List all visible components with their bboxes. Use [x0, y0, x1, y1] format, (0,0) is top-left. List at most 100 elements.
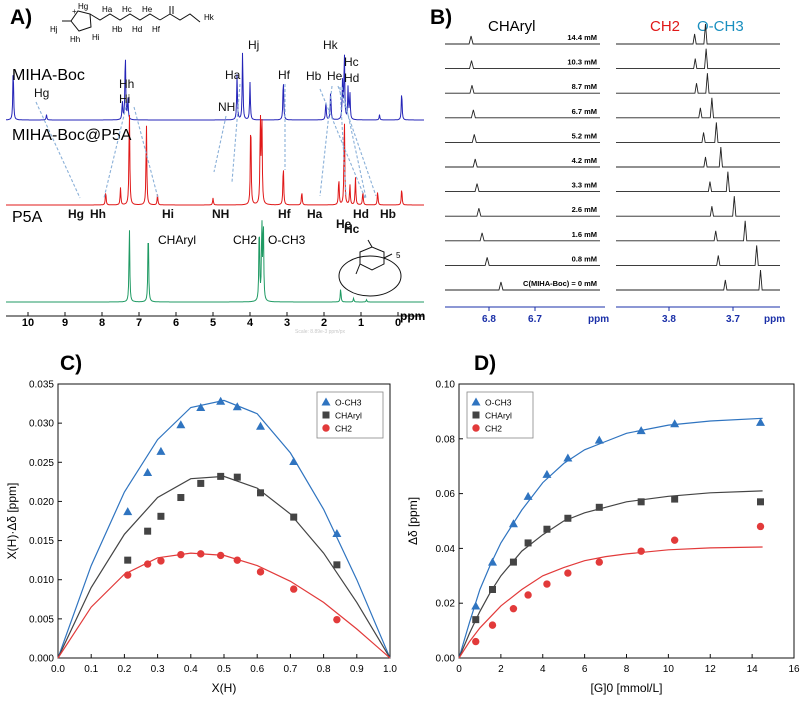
- panel2-point-0-8: [289, 457, 299, 466]
- panel2-xticklabel-2: 0.2: [117, 664, 131, 675]
- panel3-point-0-1: [488, 557, 497, 566]
- struct-label-hj: Hj: [50, 25, 58, 34]
- struct-label-hh: Hh: [70, 35, 80, 44]
- panel2-point-0-7: [256, 421, 266, 430]
- struct-label-hd: Hd: [132, 25, 142, 34]
- panel-c: C) 0.0 0.1 0.2 0.3 0.4 0.5 0.6 0.7 0.8 0.9 1.0 0.00…: [5, 352, 397, 695]
- panel2-point-0-2: [156, 446, 166, 455]
- trace-right-0: [616, 23, 780, 45]
- red-label-hg: Hg: [68, 207, 84, 221]
- panel3-legend-label-0: O-CH3: [485, 398, 512, 408]
- trace-label-7: 2.6 mM: [572, 205, 597, 214]
- panel3-point-2-8: [670, 536, 679, 544]
- axis-a-ticklabel-9: 1: [358, 317, 364, 329]
- panel3-point-2-4: [543, 580, 551, 588]
- panel3-point-1-8: [671, 495, 679, 503]
- panel3-xticklabel-0: 0: [456, 664, 462, 675]
- panel2-xticklabel-8: 0.8: [317, 664, 331, 675]
- panel-d: D) 0 2 4 6 8 10 12 14 16 0.00 0.02 0.04 0.06 0.08 0.10…: [406, 352, 800, 695]
- trace-label-1: 10.3 mM: [567, 58, 597, 67]
- trace-right-4: [616, 122, 780, 143]
- trace-right-6: [616, 171, 780, 193]
- panel2-point-0-9: [332, 529, 342, 538]
- red-label-ha: Ha: [307, 207, 323, 221]
- panel2-point-0-1: [143, 467, 153, 476]
- panel2-legend-marker-1: [322, 411, 330, 419]
- panel2-point-0-5: [216, 396, 226, 405]
- struct-label-hk: Hk: [204, 13, 215, 22]
- panel3-point-1-2: [509, 558, 517, 566]
- panel2-xticklabel-3: 0.3: [151, 664, 165, 675]
- trace-right-10: [616, 269, 780, 291]
- trace-left-10: [445, 281, 600, 291]
- trace-right-3: [616, 97, 780, 119]
- red-label-hd: Hd: [353, 207, 369, 221]
- red-label-hb: Hb: [380, 207, 396, 221]
- red-label-nh: NH: [212, 207, 229, 221]
- panel3-fit-1: [458, 490, 763, 659]
- panel3-point-0-3: [523, 491, 533, 500]
- panel3-xticklabel-5: 10: [663, 664, 675, 675]
- panel2-point-2-7: [256, 568, 265, 576]
- panel2-point-0-4: [196, 402, 206, 411]
- panel2-xticklabel-4: 0.4: [184, 664, 198, 675]
- trace-label-5: 4.2 mM: [572, 156, 597, 165]
- panel3-yticklabel-1: 0.02: [436, 599, 456, 610]
- panel3-xticklabel-4: 8: [624, 664, 630, 675]
- panel3-legend-label-2: CH2: [485, 424, 502, 434]
- panel3-point-0-8: [670, 419, 680, 428]
- panel3-point-2-6: [595, 558, 603, 566]
- panel3-fit-2: [458, 546, 763, 659]
- panel3-point-1-3: [524, 539, 532, 547]
- panel3-xticklabel-8: 16: [788, 664, 800, 675]
- panel3-fit-0: [458, 417, 763, 659]
- panel2-legend-marker-0: [321, 397, 331, 406]
- axis-a-ticklabel-8: 2: [321, 317, 327, 329]
- panel3-point-2-2: [509, 604, 518, 613]
- trace-right-1: [616, 48, 780, 70]
- panel3-point-1-9: [757, 498, 764, 506]
- panel3-point-0-7: [636, 426, 646, 435]
- panel2-yticklabel-7: 0.035: [29, 380, 54, 391]
- spectrum-trace-0: [6, 52, 424, 121]
- panel2-legend-label-0: O-CH3: [335, 398, 362, 408]
- axis-a-ticklabel-10: 0: [395, 317, 401, 329]
- panel2-point-1-1: [144, 527, 152, 535]
- red-label-hh: Hh: [90, 207, 106, 221]
- panel2-xlabel: X(H): [212, 681, 237, 695]
- spectrum-name-miha-boc: MIHA-Boc: [12, 67, 85, 84]
- panel3-point-0-4: [542, 469, 552, 478]
- axis-a-ticklabel-1: 9: [62, 317, 68, 329]
- panel2-legend-marker-2: [322, 424, 330, 432]
- trace-label-9: 0.8 mM: [572, 254, 597, 263]
- struct-label-ha: Ha: [102, 5, 113, 14]
- panel2-point-2-4: [197, 550, 205, 558]
- panel2-xticklabel-7: 0.7: [283, 664, 297, 675]
- panel2-fit-0: [57, 399, 391, 659]
- panel2-legend-label-1: CHAryl: [335, 411, 362, 421]
- trace-right-5: [616, 146, 780, 168]
- red-label-hf: Hf: [278, 207, 292, 221]
- panel3-xticklabel-2: 4: [540, 664, 546, 675]
- panel2-point-2-8: [290, 585, 298, 593]
- trace-label-8: 1.6 mM: [572, 230, 597, 239]
- trace-right-9: [616, 245, 780, 266]
- panel2-point-2-1: [143, 560, 152, 568]
- panel2-xticklabel-0: 0.0: [51, 664, 65, 675]
- macrocycle-drawing: [338, 239, 402, 297]
- panel3-legend-marker-1: [472, 411, 480, 419]
- panel2-xticklabel-5: 0.5: [217, 664, 231, 675]
- trace-label-2: 8.7 mM: [572, 82, 597, 91]
- axis-a-ticklabel-6: 4: [247, 317, 254, 329]
- blue-label-hd: Hd: [344, 71, 359, 85]
- blue-label-hf: Hf: [278, 68, 291, 82]
- panel3-point-2-1: [488, 621, 497, 629]
- trace-left-8: [445, 232, 600, 242]
- panel3-yticklabel-3: 0.06: [436, 489, 456, 500]
- axis-a-ticklabel-4: 6: [173, 317, 179, 329]
- axis-b-unit-right: ppm: [764, 314, 785, 325]
- panel3-yticklabel-2: 0.04: [436, 544, 456, 555]
- panel2-point-2-9: [333, 615, 341, 624]
- axis-a-ticklabel-3: 7: [136, 317, 142, 329]
